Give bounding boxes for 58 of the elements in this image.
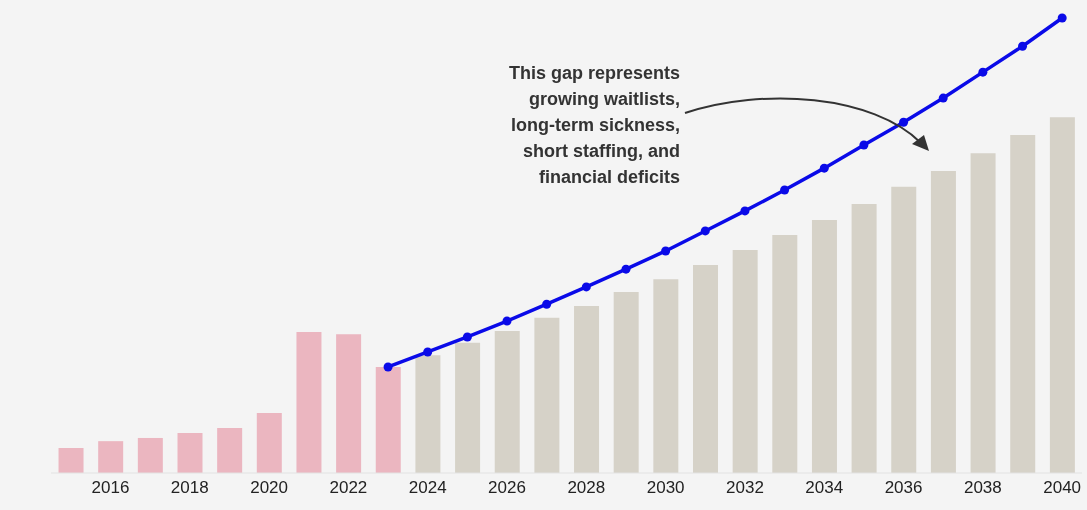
bar: [930, 170, 956, 473]
point: [938, 93, 948, 103]
x-tick-label: 2040: [1043, 478, 1082, 498]
point: [383, 362, 393, 372]
point: [661, 246, 671, 256]
bar: [693, 265, 718, 473]
bar: [653, 279, 679, 473]
x-tick-label: 2030: [646, 478, 685, 498]
bar: [177, 432, 203, 473]
x-tick-label: 2026: [488, 478, 526, 498]
point: [542, 299, 552, 309]
point: [621, 264, 631, 274]
point: [780, 185, 790, 195]
x-tick-label: 2020: [250, 478, 289, 498]
point: [423, 347, 433, 357]
bar: [256, 412, 282, 473]
bar: [336, 334, 362, 473]
x-tick-label: 2022: [329, 478, 368, 498]
bar: [217, 427, 243, 473]
point: [899, 117, 909, 127]
bar: [970, 153, 996, 473]
bar: [415, 355, 441, 473]
point: [978, 67, 988, 77]
x-tick-label: 2024: [408, 478, 447, 498]
annotation: This gap represents growing waitlists, long-term sickness, short staffing, and financial deficits: [508, 62, 680, 189]
x-tick-label: 2018: [170, 478, 209, 498]
bar: [851, 204, 877, 473]
point: [1018, 41, 1028, 51]
bar: [137, 437, 163, 473]
bar: [98, 441, 124, 473]
point: [502, 316, 512, 326]
x-tick-label: 2016: [91, 478, 130, 498]
bar: [811, 220, 837, 473]
bar: [534, 317, 560, 473]
point: [859, 140, 869, 150]
x-tick-label: 2028: [567, 478, 606, 498]
point: [740, 206, 750, 216]
bar: [891, 186, 917, 473]
bar: [296, 331, 322, 473]
x-tick-label: 2034: [805, 478, 844, 498]
bar: [732, 250, 758, 473]
bar: [574, 306, 600, 473]
bar: [455, 342, 481, 473]
bar: [494, 331, 520, 473]
point: [1057, 13, 1067, 23]
x-tick-label: 2038: [963, 478, 1002, 498]
bar: [375, 366, 401, 473]
bar: [58, 447, 84, 473]
x-tick-label: 2036: [884, 478, 923, 498]
point: [462, 332, 472, 342]
x-tick-label: 2032: [726, 478, 764, 498]
bar: [1049, 117, 1075, 473]
bar: [613, 291, 639, 473]
point: [819, 163, 829, 173]
bar: [772, 235, 798, 473]
point: [700, 226, 710, 236]
point: [581, 282, 591, 292]
bar: [1010, 134, 1036, 473]
